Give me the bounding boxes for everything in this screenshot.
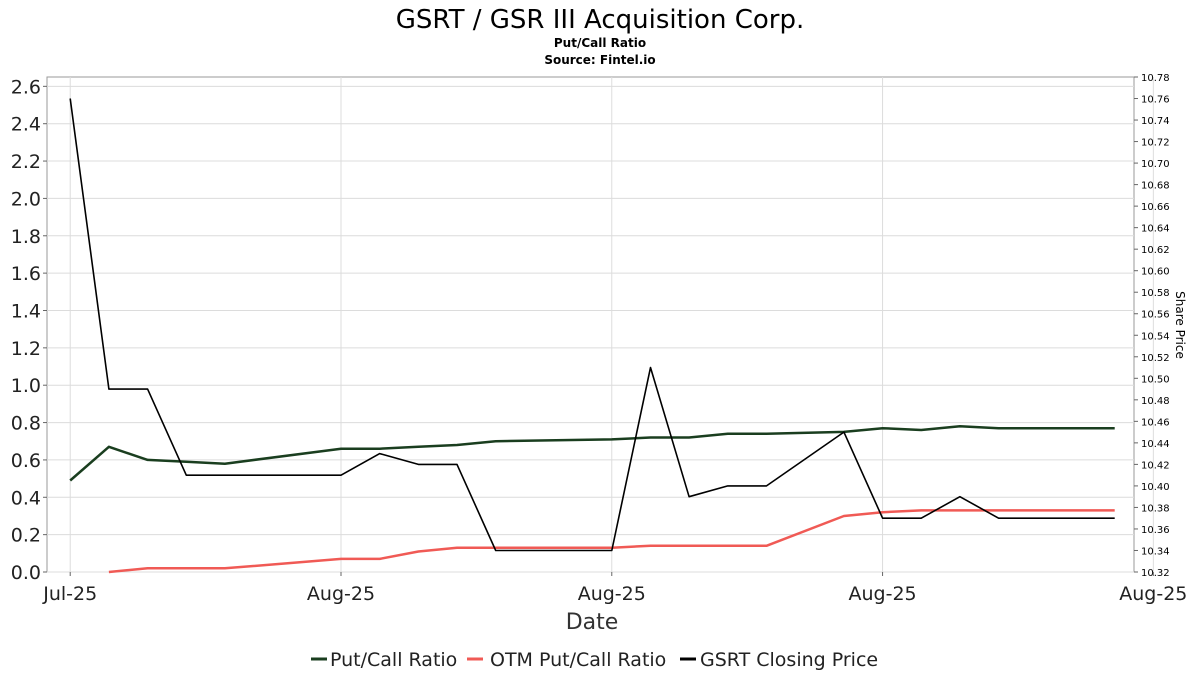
y-tick-label: 2.2 bbox=[11, 151, 41, 173]
chart-title: GSRT / GSR III Acquisition Corp. bbox=[396, 5, 804, 35]
series-line-otm-put-call-ratio bbox=[108, 509, 1115, 574]
y2-tick-label: 10.68 bbox=[1141, 181, 1170, 192]
y2-tick-label: 10.50 bbox=[1141, 374, 1170, 385]
x-tick-label: Aug-25 bbox=[1119, 583, 1187, 605]
y2-tick-label: 10.78 bbox=[1141, 73, 1170, 84]
grid-layer bbox=[47, 77, 1154, 573]
series-line-put-call-ratio bbox=[69, 425, 1115, 482]
x-tick-label: Aug-25 bbox=[848, 583, 916, 605]
legend-label: GSRT Closing Price bbox=[700, 649, 878, 671]
y2-tick-label: 10.56 bbox=[1141, 310, 1170, 321]
y2-tick-label: 10.66 bbox=[1141, 202, 1170, 213]
y2-tick-label: 10.72 bbox=[1141, 138, 1170, 149]
y2-tick-label: 10.52 bbox=[1141, 353, 1170, 364]
y-tick-label: 0.2 bbox=[11, 525, 41, 547]
y-tick-label: 0.0 bbox=[11, 562, 41, 584]
x-tick-label: Aug-25 bbox=[307, 583, 375, 605]
y-tick-label: 0.4 bbox=[11, 487, 41, 509]
y2-tick-label: 10.32 bbox=[1141, 568, 1170, 579]
series-layer bbox=[69, 98, 1115, 574]
plot-area bbox=[46, 76, 1135, 573]
chart-subtitle: Put/Call Ratio bbox=[554, 36, 646, 50]
y2-tick-label: 10.74 bbox=[1141, 116, 1170, 127]
legend: Put/Call Ratio OTM Put/Call Ratio GSRT Clo… bbox=[311, 649, 878, 671]
legend-label: Put/Call Ratio bbox=[330, 649, 457, 671]
y-tick-label: 1.8 bbox=[11, 226, 41, 248]
y-tick-label: 0.8 bbox=[11, 413, 41, 435]
y2-tick-label: 10.76 bbox=[1141, 95, 1170, 106]
y-tick-label: 1.2 bbox=[11, 338, 41, 360]
chart-source: Source: Fintel.io bbox=[544, 53, 655, 67]
y-tick-label: 1.0 bbox=[11, 375, 41, 397]
x-tick-label: Aug-25 bbox=[578, 583, 646, 605]
x-axis-label: Date bbox=[566, 610, 619, 635]
series-line-gsrt-closing-price bbox=[69, 98, 1115, 552]
y2-tick-label: 10.70 bbox=[1141, 159, 1170, 170]
legend-label: OTM Put/Call Ratio bbox=[490, 649, 666, 671]
y-tick-label: 1.4 bbox=[11, 300, 41, 322]
x-tick-label: Jul-25 bbox=[42, 583, 97, 605]
y-tick-label: 2.0 bbox=[11, 188, 41, 210]
y2-tick-label: 10.44 bbox=[1141, 439, 1170, 450]
y2-tick-label: 10.40 bbox=[1141, 482, 1170, 493]
y2-tick-label: 10.64 bbox=[1141, 224, 1170, 235]
y2-tick-label: 10.46 bbox=[1141, 417, 1170, 428]
y-tick-label: 0.6 bbox=[11, 450, 41, 472]
y-tick-label: 2.6 bbox=[11, 76, 41, 98]
y2-tick-label: 10.58 bbox=[1141, 288, 1170, 299]
y2-tick-label: 10.42 bbox=[1141, 460, 1170, 471]
y2-tick-label: 10.60 bbox=[1141, 267, 1170, 278]
y2-tick-label: 10.48 bbox=[1141, 396, 1170, 407]
y2-tick-label: 10.34 bbox=[1141, 546, 1170, 557]
y2-axis-label: Share Price bbox=[1173, 291, 1187, 359]
y-tick-label: 2.4 bbox=[11, 114, 41, 136]
y2-tick-label: 10.62 bbox=[1141, 245, 1170, 256]
ticks-layer: 0.0 0.2 0.4 0.6 0.8 1.0 1.2 1.4 1.6 1.8 2.0 2.2 2.4 2… bbox=[11, 73, 1188, 605]
y2-tick-label: 10.36 bbox=[1141, 525, 1170, 536]
y-tick-label: 1.6 bbox=[11, 263, 41, 285]
y2-tick-label: 10.38 bbox=[1141, 503, 1170, 514]
y2-tick-label: 10.54 bbox=[1141, 331, 1170, 342]
